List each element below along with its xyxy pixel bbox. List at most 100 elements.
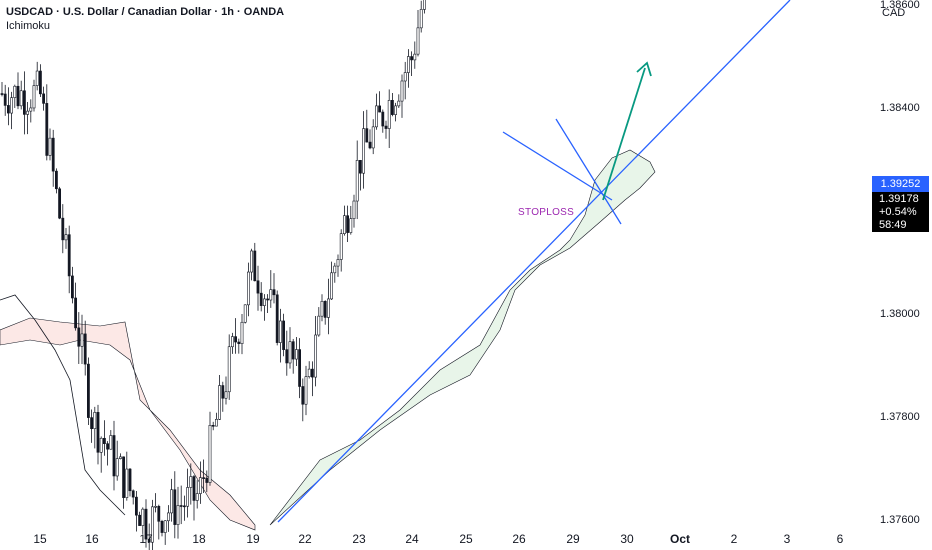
time-tick-label: 16 (85, 532, 99, 546)
candle-body (211, 425, 215, 427)
horizontal-line-price-tag: 1.39252 (872, 176, 929, 192)
candle-body (29, 107, 33, 112)
time-tick-label: 17 (139, 532, 153, 546)
ichimoku-cloud (0, 149, 656, 531)
stoploss-label: STOPLOSS (518, 207, 575, 218)
candle-body (154, 505, 158, 508)
bearish-cloud (0, 317, 256, 531)
candle-body (419, 9, 423, 29)
candle-body (323, 300, 327, 318)
candle-body (10, 97, 14, 114)
candle-body (403, 72, 407, 82)
candle-body (147, 538, 151, 543)
candle-body (160, 520, 164, 533)
candle-body (266, 298, 270, 301)
candle-body (288, 341, 292, 364)
candle-body (355, 160, 359, 202)
candle-body (307, 368, 311, 377)
candle-body (387, 100, 391, 129)
candle-body (83, 333, 87, 365)
candle-body (231, 336, 234, 348)
currency-label: CAD (882, 7, 906, 19)
candle-body (19, 90, 23, 107)
candle-body (176, 505, 180, 525)
candle-body (16, 85, 20, 107)
candle-body (125, 468, 129, 498)
candle-body (170, 489, 174, 514)
candle-body (269, 289, 273, 301)
candle-body (256, 280, 260, 294)
candle-body (384, 125, 388, 129)
candle-body (35, 70, 39, 86)
candle-body (32, 85, 36, 109)
time-tick-label: 2 (730, 532, 738, 546)
candle-body (221, 385, 225, 399)
lagging-span (0, 294, 126, 516)
candle-body (240, 321, 244, 344)
candle-body (390, 100, 394, 115)
price-tick-label: 1.38000 (880, 308, 920, 320)
candle-body (112, 435, 116, 477)
candle-body (173, 489, 177, 525)
target-arrow-head (636, 61, 652, 77)
candle-body (294, 349, 298, 360)
time-tick-label: 29 (566, 532, 580, 546)
symbol-title[interactable]: USDCAD · U.S. Dollar / Canadian Dollar ·… (6, 6, 285, 18)
drawings (277, 0, 791, 523)
candle-body (103, 437, 106, 444)
candle-body (64, 234, 68, 241)
candle-body (394, 105, 398, 115)
candle-body (317, 315, 321, 336)
candle-body (202, 477, 206, 479)
candle-body (371, 126, 375, 149)
candle-body (224, 391, 228, 399)
candle-body (141, 508, 145, 526)
candle-body (320, 300, 324, 317)
candle-body (413, 53, 417, 61)
candle-body (38, 70, 42, 95)
candle-body (330, 272, 334, 300)
candle-body (291, 341, 295, 360)
candle-body (90, 417, 94, 430)
time-tick-label: 30 (620, 532, 634, 546)
candle-body (122, 456, 126, 498)
candle-body (51, 137, 55, 172)
candle-body (80, 333, 84, 347)
candle-body (135, 496, 138, 516)
candle-body (397, 100, 401, 107)
candle-body (167, 512, 170, 522)
candle-body (22, 90, 26, 115)
bullish-cloud (269, 149, 656, 526)
candle-body (272, 289, 276, 296)
target-arrow-shaft (602, 67, 646, 201)
candle-body (151, 506, 154, 543)
candle-body (128, 468, 132, 492)
candle-body (243, 304, 247, 323)
price-tick-label: 1.38400 (880, 102, 920, 114)
candle-body (333, 265, 337, 274)
candle-body (179, 505, 183, 507)
candle-body (250, 250, 254, 273)
price-change: +0.54% (879, 206, 917, 218)
indicator-label[interactable]: Ichimoku (6, 20, 51, 32)
candle-body (208, 425, 212, 483)
candle-body (42, 93, 46, 104)
time-tick-label: 25 (459, 532, 473, 546)
candle-body (310, 368, 314, 378)
time-tick-label: 22 (298, 532, 312, 546)
candle-body (378, 105, 382, 113)
candle-body (7, 105, 10, 114)
candle-body (205, 477, 209, 483)
candle-body (58, 188, 62, 219)
candle-body (215, 418, 218, 427)
candle-body (54, 170, 58, 190)
candle-body (96, 412, 100, 453)
candle-body (362, 128, 366, 174)
candle-body (115, 458, 119, 477)
ascending-trendline (277, 0, 791, 523)
time-tick-label: 24 (405, 532, 419, 546)
candle-body (13, 85, 17, 98)
candle-body (346, 215, 350, 233)
